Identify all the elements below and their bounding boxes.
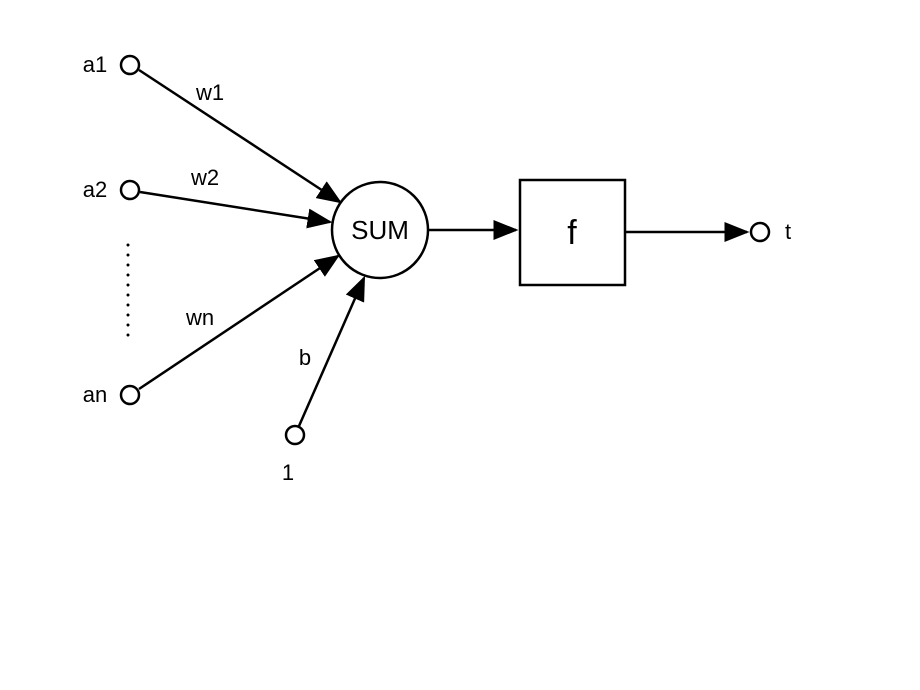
input-node-an (121, 386, 139, 404)
bias-node (286, 426, 304, 444)
input-node-a1 (121, 56, 139, 74)
output-label-t: t (785, 219, 791, 244)
edge-a2-sum (140, 192, 330, 222)
sum-label: SUM (351, 215, 409, 245)
input-label-a1: a1 (83, 52, 107, 77)
activation-label: f (567, 214, 577, 252)
weight-label-wn: wn (185, 305, 214, 330)
edge-a1-sum (139, 70, 340, 202)
ellipsis-icon (127, 244, 130, 337)
bias-value-label: 1 (282, 460, 294, 485)
weight-label-w2: w2 (190, 165, 219, 190)
neuron-diagram: a1 w1 a2 w2 an wn 1 b SUM f t (0, 0, 920, 690)
weight-label-b: b (299, 345, 311, 370)
input-label-an: an (83, 382, 107, 407)
input-node-a2 (121, 181, 139, 199)
input-label-a2: a2 (83, 177, 107, 202)
weight-label-w1: w1 (195, 80, 224, 105)
output-node-t (751, 223, 769, 241)
